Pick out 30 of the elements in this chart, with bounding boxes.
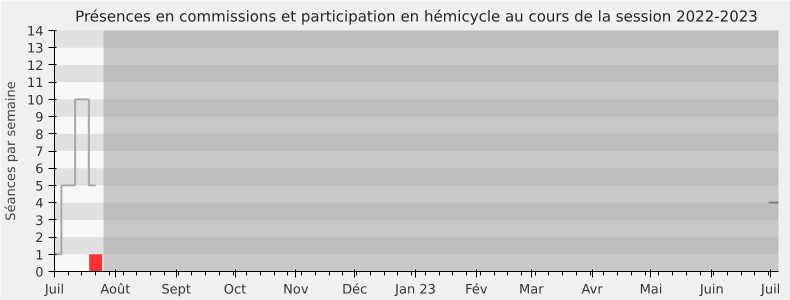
chart-title: Présences en commissions et participation en hémicycle au cours de la session 2022-2023 — [75, 8, 758, 26]
y-tick-label: 3 — [35, 214, 44, 229]
y-tick-label: 1 — [35, 248, 44, 264]
y-tick-label: 11 — [26, 76, 44, 92]
y-tick-label: 14 — [26, 24, 44, 40]
y-tick-label: 0 — [35, 266, 44, 280]
y-tick-label: 6 — [35, 162, 44, 178]
y-tick-label: 2 — [35, 231, 44, 246]
x-tick-label: Jan 23 — [394, 282, 436, 298]
y-tick-label: 10 — [26, 93, 44, 108]
y-tick-label: 12 — [26, 58, 44, 74]
y-tick-label: 4 — [35, 196, 44, 212]
x-tick-label: Mai — [640, 282, 662, 298]
x-tick-label: Fév — [465, 282, 488, 298]
x-tick-label: Oct — [224, 282, 246, 298]
x-tick-label: Nov — [283, 282, 309, 298]
x-tick-label: Sept — [161, 282, 191, 298]
x-tick-label: Mar — [519, 282, 544, 298]
x-tick-label: Juin — [698, 282, 724, 298]
x-tick-label: Avr — [582, 282, 604, 298]
y-tick-label: 7 — [35, 145, 44, 160]
y-tick-label: 13 — [26, 42, 44, 57]
y-tick-label: 9 — [35, 110, 44, 126]
y-tick-label: 5 — [35, 179, 44, 194]
x-tick-label: Juil — [760, 282, 780, 298]
y-tick-label: 8 — [35, 128, 44, 143]
x-tick-label: Août — [100, 282, 130, 298]
x-tick-label: Déc — [342, 282, 368, 298]
x-tick-label: Juil — [44, 282, 64, 298]
y-axis-title: Séances par semaine — [4, 81, 19, 221]
